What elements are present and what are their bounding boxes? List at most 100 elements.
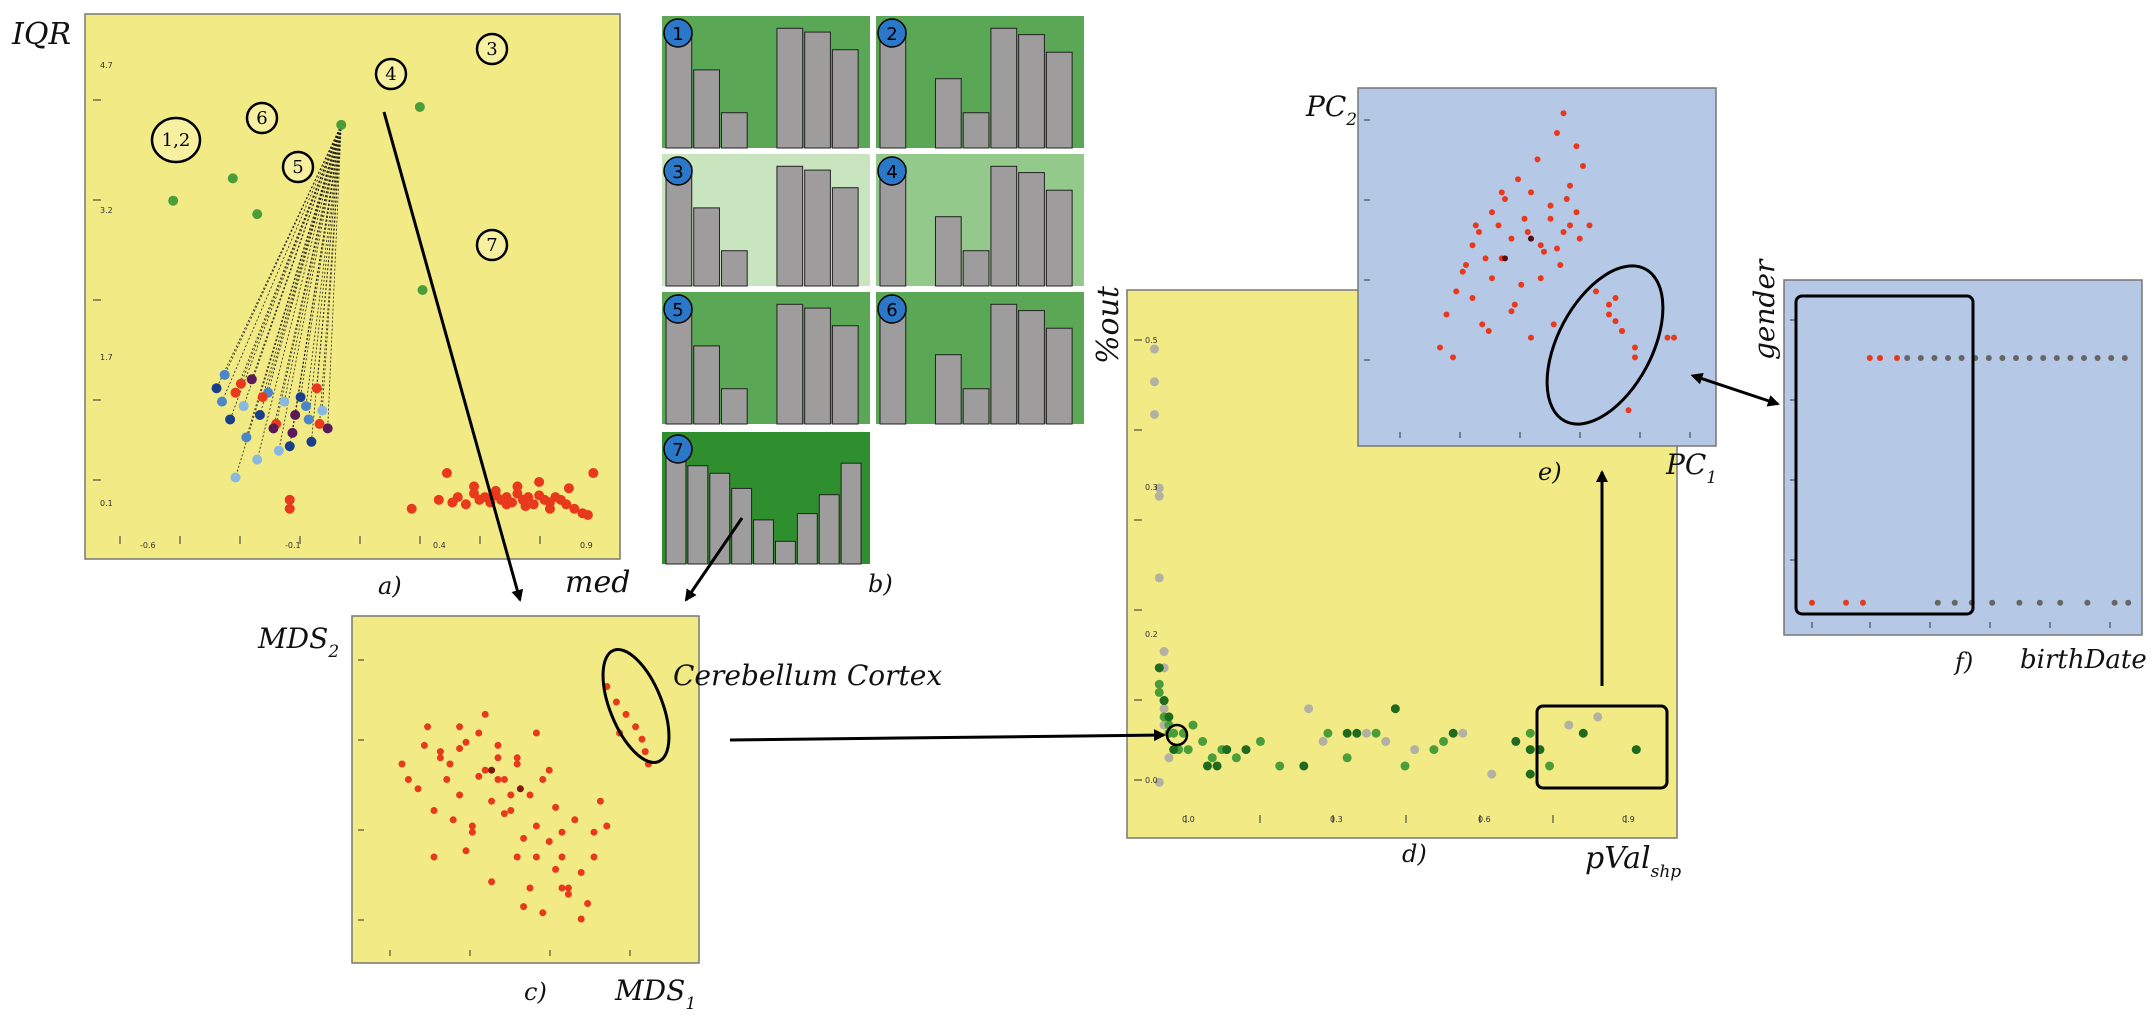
panel-a-link-line [256,124,342,460]
panel-e-point [1489,209,1495,216]
panel-b-bar [818,494,840,565]
panel-c-caption: c) [524,978,547,1006]
panel-d-point [1154,483,1164,493]
panel-c-point [596,797,604,805]
panel-b-caption: b) [868,570,893,598]
panel-e-point [1671,334,1677,341]
panel-a-ytick: 1.7 [100,353,113,362]
panel-b-bar [990,27,1018,149]
panel-a-point [417,285,428,295]
panel-e-point [1476,229,1482,235]
panel-b-badge-circle [663,156,693,186]
panel-d-xlabel-sub: shp [1651,862,1682,882]
panel-c-point [481,766,489,774]
panel-a-point [528,499,539,510]
panel-a-point [406,503,417,514]
panel-b-badge-circle [877,294,907,324]
panel-c-point [507,807,515,814]
panel-b-bar [774,540,796,565]
panel-a-ytick: 4.7 [100,61,113,70]
panel-c-point [526,791,534,799]
panel-e-point [1612,295,1619,301]
panel-b-bar [831,325,859,425]
panel-b-badge-circle [663,294,693,324]
panel-d-ytick: 0.3 [1145,483,1158,492]
panel-c-point [584,900,592,907]
panel-e-point [1443,311,1450,318]
panel-c-point [520,834,528,842]
panel-b-badge-label: 1 [672,24,683,45]
panel-b-bar [776,165,804,287]
panel-e-xlabel-text: PC [1665,448,1706,481]
panel-d-point [1149,377,1159,387]
panel-b: 1 2 3 4 5 6 7 b) [662,16,1084,598]
panel-a-point [469,481,480,492]
panel-f-point [1951,599,1958,606]
panel-b-bar [934,354,962,425]
panel-e-point [1459,268,1466,275]
panel-a-point [452,492,463,503]
panel-e-point [1518,281,1525,288]
panel-a-point [314,418,325,429]
panel-e-point [1511,301,1518,308]
panel-e-point [1463,262,1469,268]
panel-d-point [1207,753,1217,763]
panel-c-point [532,729,540,737]
panel-e-point [1664,334,1671,341]
panel-b-badge-circle [877,18,907,48]
panel-c-point [638,735,646,743]
panel-f-point [2026,355,2033,361]
panel-e-point [1576,235,1583,242]
panel-a-link-line [275,124,342,425]
panel-d-point [1159,704,1169,714]
panel-c-point [430,853,438,861]
panel-b-bar [1018,34,1045,149]
panel-c-point [641,748,649,756]
panel-d-point [1164,753,1174,763]
panel-e-point [1550,321,1557,328]
panel-a-point [301,401,311,412]
panel-e-point [1573,143,1580,150]
panel-f-point [1985,355,1992,361]
panel-e-point [1606,311,1612,318]
panel-a-point [219,369,230,380]
panel-d-point [1154,491,1164,501]
arrow-c-to-d [729,729,1166,742]
panel-b-badge-label: 4 [886,162,897,183]
panel-a-point [490,485,501,496]
panel-c-point [488,797,496,805]
panel-b-bar [776,303,804,425]
panel-c: Cerebellum Cortex MDS2 MDS1 c) [257,615,942,1014]
panel-c-point [500,776,508,783]
panel-d-point [1525,745,1535,755]
panel-f-point [1843,599,1849,606]
panel-f-point [2084,599,2091,606]
panel-f-point [2057,599,2064,606]
panel-d-point [1342,728,1352,738]
panel-a-background [84,13,621,560]
panel-f-point [2013,355,2019,361]
panel-e-point [1619,328,1625,334]
panel-d-point [1188,720,1198,730]
panel-a-point [588,468,599,479]
panel-d-xlabel-text: pVal [1585,841,1651,876]
panel-a-ytick: 0.1 [100,499,113,508]
panel-d-axis-ticks [1134,339,1627,823]
panel-f-point [1809,599,1815,606]
callout-5-label: 5 [292,157,303,178]
panel-a-point [216,396,227,407]
panel-e-point [1498,189,1505,196]
panel-a-link-line [235,124,342,478]
panel-a-point [322,423,333,434]
panel-c-point [564,890,572,898]
panel-a-link-line [300,124,342,398]
panel-b-bar [879,165,907,287]
panel-b-tile-7: 7 [662,432,870,565]
panel-b-badge-label: 7 [672,440,683,461]
panel-d-xtick: 0.9 [1622,815,1635,824]
panel-e-point [1485,328,1492,334]
panel-a-point [211,383,222,394]
panel-d-point [1154,679,1164,689]
panel-e-xlabel: PC1 [1665,448,1717,488]
panel-c-point [558,853,566,861]
